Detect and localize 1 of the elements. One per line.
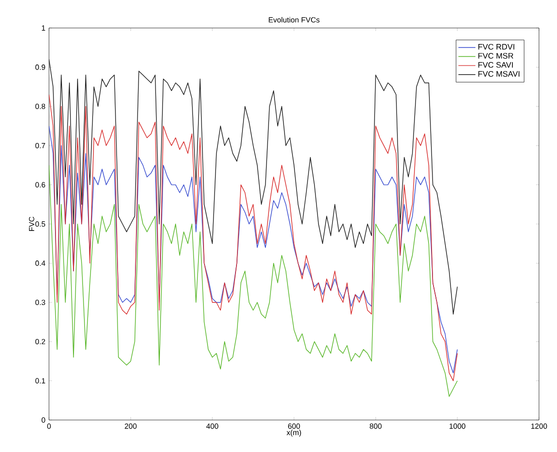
line-series bbox=[49, 59, 458, 315]
